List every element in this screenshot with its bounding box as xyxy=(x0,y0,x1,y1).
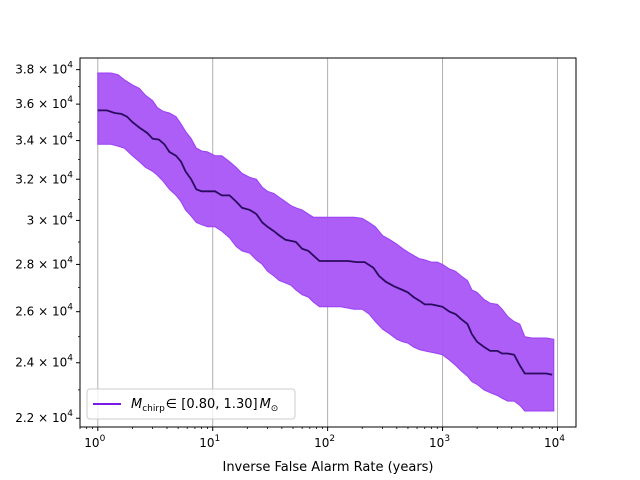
y-tick-exponent: 4 xyxy=(67,132,73,142)
y-tick-exponent: 4 xyxy=(67,303,73,313)
y-tick-mantissa: 3.2 × 10 xyxy=(15,172,67,186)
y-tick-exponent: 4 xyxy=(67,61,73,71)
x-tick-label-0: 100 xyxy=(84,434,105,450)
x-tick-exponent: 0 xyxy=(100,434,106,444)
x-axis-ticks: 100 101 102 103 104 xyxy=(79,427,565,450)
series-line-group xyxy=(97,109,553,376)
x-axis-title: Inverse False Alarm Rate (years) xyxy=(222,460,433,475)
y-tick-exponent: 4 xyxy=(67,354,73,364)
x-tick-base: 10 xyxy=(429,436,444,450)
y-tick-mantissa: 2.2 × 10 xyxy=(15,411,67,425)
y-tick-label-0: 2.2 × 104 xyxy=(15,409,73,425)
x-tick-label-4: 104 xyxy=(544,434,565,450)
y-tick-label-1: 2.4 × 104 xyxy=(15,354,73,370)
x-tick-exponent: 4 xyxy=(559,434,565,444)
y-tick-label-8: 3.8 × 104 xyxy=(15,61,73,77)
y-tick-label-5: 3.2 × 104 xyxy=(15,170,73,186)
y-tick-mantissa: 2.6 × 10 xyxy=(15,305,67,319)
series-line xyxy=(97,109,553,376)
y-tick-mantissa: 3.8 × 10 xyxy=(15,63,67,77)
legend-label: Mchirp∈ [0.80, 1.30] M⊙ xyxy=(131,397,278,414)
confidence-band-group xyxy=(97,72,555,412)
legend-mass-subscript: ⊙ xyxy=(271,404,279,414)
x-tick-label-3: 103 xyxy=(429,434,450,450)
legend-mass-symbol: M xyxy=(260,397,271,412)
y-tick-exponent: 4 xyxy=(67,255,73,265)
x-tick-exponent: 1 xyxy=(214,434,220,444)
y-tick-exponent: 4 xyxy=(67,95,73,105)
y-tick-label-4: 3 × 104 xyxy=(27,211,74,227)
x-tick-exponent: 3 xyxy=(444,434,450,444)
y-tick-exponent: 4 xyxy=(67,170,73,180)
y-tick-label-6: 3.4 × 104 xyxy=(15,132,73,148)
y-tick-exponent: 4 xyxy=(67,409,73,419)
y-tick-mantissa: 2.8 × 10 xyxy=(15,257,67,271)
y-tick-exponent: 4 xyxy=(67,211,73,221)
x-tick-base: 10 xyxy=(84,436,99,450)
legend-symbol-m: M xyxy=(131,397,142,412)
y-tick-mantissa: 3.6 × 10 xyxy=(15,97,67,111)
legend-box xyxy=(86,388,296,420)
x-tick-base: 10 xyxy=(314,436,329,450)
y-tick-label-7: 3.6 × 104 xyxy=(15,95,73,111)
x-tick-label-2: 102 xyxy=(314,434,335,450)
x-tick-base: 10 xyxy=(199,436,214,450)
x-tick-label-1: 101 xyxy=(199,434,220,450)
x-tick-base: 10 xyxy=(544,436,559,450)
y-tick-mantissa: 3.4 × 10 xyxy=(15,134,67,148)
legend: Mchirp∈ [0.80, 1.30] M⊙ xyxy=(86,388,296,420)
y-tick-label-2: 2.6 × 104 xyxy=(15,303,73,319)
y-tick-mantissa: 3 × 10 xyxy=(27,213,68,227)
x-tick-exponent: 2 xyxy=(329,434,335,444)
y-tick-mantissa: 2.4 × 10 xyxy=(15,356,67,370)
confidence-band xyxy=(97,72,555,412)
legend-subscript-chirp: chirp xyxy=(142,404,165,414)
y-tick-label-3: 2.8 × 104 xyxy=(15,255,73,271)
legend-range: ∈ [0.80, 1.30] xyxy=(166,397,258,412)
